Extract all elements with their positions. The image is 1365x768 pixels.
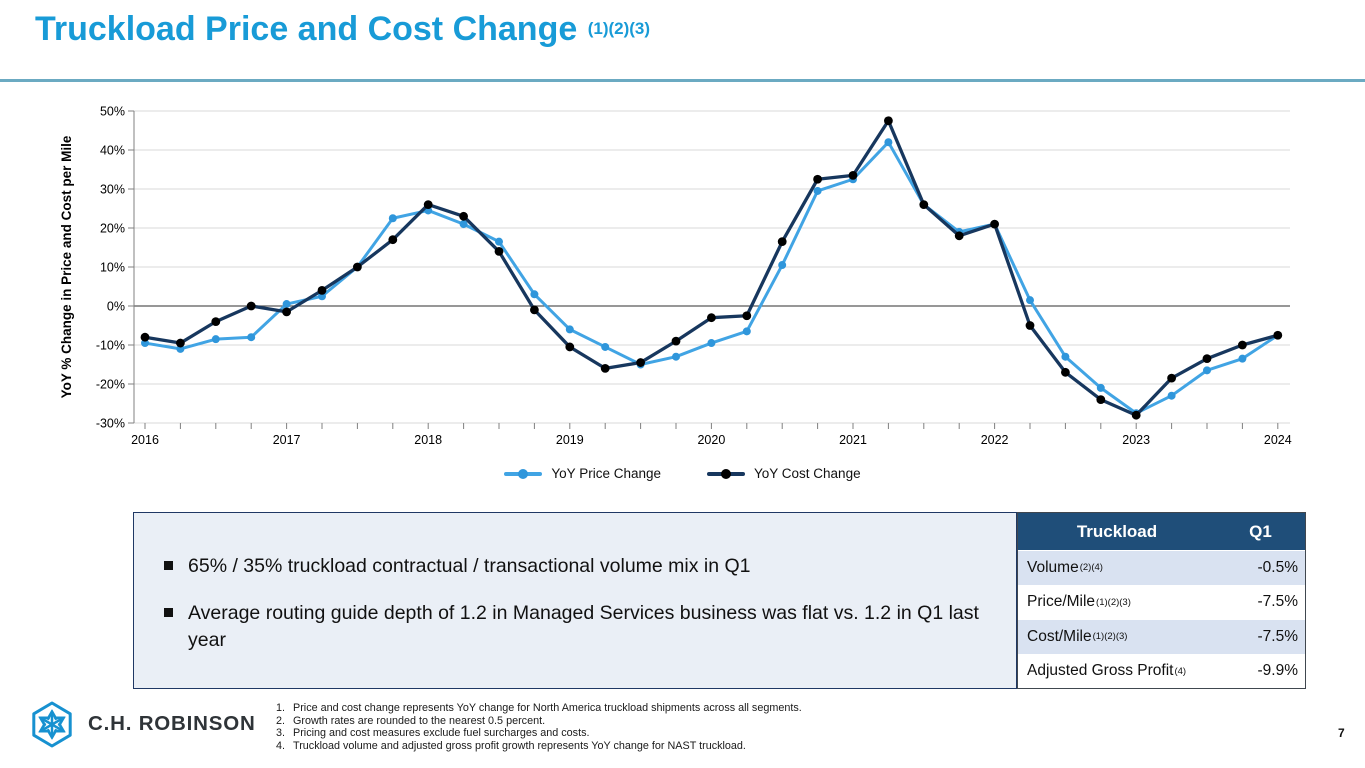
legend-marker-dot — [518, 468, 529, 479]
svg-text:2023: 2023 — [1122, 433, 1150, 447]
svg-text:2020: 2020 — [697, 433, 725, 447]
page-number: 7 — [1338, 726, 1345, 740]
svg-text:2017: 2017 — [273, 433, 301, 447]
svg-text:2022: 2022 — [981, 433, 1009, 447]
svg-text:-10%: -10% — [96, 339, 125, 353]
table-body: Volume (2)(4) -0.5% Price/Mile (1)(2)(3) -7.5… — [1018, 550, 1305, 688]
highlights-box: 65% / 35% truckload contractual / transa… — [133, 512, 1017, 689]
truckload-q1-table: Truckload Q1 Volume (2)(4) -0.5% Price/Mile… — [1017, 512, 1306, 689]
legend-label: YoY Cost Change — [754, 466, 861, 481]
svg-text:-20%: -20% — [96, 378, 125, 392]
table-row-label: Cost/Mile (1)(2)(3) — [1027, 627, 1128, 645]
legend-line-swatch — [504, 468, 543, 479]
footnote: 4. Truckload volume and adjusted gross pr… — [276, 740, 802, 753]
table-row: Price/Mile (1)(2)(3) -7.5% — [1018, 584, 1305, 619]
bullet-text: Average routing guide depth of 1.2 in Ma… — [188, 602, 979, 651]
footnote-text: Pricing and cost measures exclude fuel s… — [293, 727, 590, 740]
svg-text:2016: 2016 — [131, 433, 159, 447]
footnote-number: 1. — [276, 702, 286, 714]
legend-label: YoY Price Change — [551, 466, 661, 481]
svg-text:-30%: -30% — [96, 417, 125, 431]
svg-text:2024: 2024 — [1264, 433, 1292, 447]
table-row-label: Volume (2)(4) — [1027, 558, 1103, 576]
table-row: Cost/Mile (1)(2)(3) -7.5% — [1018, 619, 1305, 654]
footnote: 2. Growth rates are rounded to the neares… — [276, 715, 802, 728]
price-cost-line-chart: 50% 40% 30% 20% 10% 0% -10% -20% -30% 2016 2017 201… — [59, 105, 1292, 448]
footnote: 3. Pricing and cost measures exclude fuel… — [276, 727, 802, 740]
table-header-truckload: Truckload — [1076, 521, 1158, 541]
bullet-text: 65% / 35% truckload contractual / transa… — [188, 555, 751, 577]
svg-text:50%: 50% — [100, 105, 125, 119]
table-row-value: -0.5% — [1257, 558, 1299, 576]
footnote-text: Truckload volume and adjusted gross prof… — [293, 739, 746, 752]
svg-text:10%: 10% — [100, 261, 125, 275]
table-row-label: Adjusted Gross Profit (4) — [1027, 662, 1187, 680]
table-row-value: -7.5% — [1257, 627, 1299, 645]
title-underline — [0, 79, 1365, 82]
legend-item-cost: YoY Cost Change — [707, 466, 861, 481]
svg-text:2019: 2019 — [556, 433, 584, 447]
table-header-row: Truckload Q1 — [1018, 513, 1305, 550]
legend-marker-dot — [721, 468, 731, 479]
bullet-item: Average routing guide depth of 1.2 in Ma… — [164, 600, 984, 653]
footnote: 1. Price and cost change represents YoY c… — [276, 702, 802, 715]
svg-text:YoY % Change in Price and Cost: YoY % Change in Price and Cost per Mile — [59, 135, 74, 398]
footnotes: 1. Price and cost change represents YoY c… — [276, 702, 802, 752]
table-row-value: -9.9% — [1257, 662, 1299, 680]
svg-text:2021: 2021 — [839, 433, 867, 447]
company-logo-text: C.H. ROBINSON — [88, 712, 256, 735]
svg-text:20%: 20% — [100, 222, 125, 236]
table-row: Adjusted Gross Profit (4) -9.9% — [1018, 653, 1305, 688]
svg-text:40%: 40% — [100, 144, 125, 158]
bullet-square-icon — [164, 608, 173, 618]
company-logo: C.H. ROBINSON — [28, 699, 256, 749]
page-title-superscript: (1)(2)(3) — [587, 18, 651, 38]
bullet-item: 65% / 35% truckload contractual / transa… — [164, 553, 984, 579]
chrobinson-hexagon-icon — [32, 701, 72, 748]
legend-item-price: YoY Price Change — [504, 466, 661, 481]
svg-text:2018: 2018 — [414, 433, 442, 447]
footnote-text: Price and cost change represents YoY cha… — [293, 702, 802, 714]
page-title: Truckload Price and Cost Change (1)(2)(3… — [35, 10, 650, 49]
footnote-number: 4. — [276, 739, 286, 752]
table-row-value: -7.5% — [1257, 593, 1299, 611]
page-title-text: Truckload Price and Cost Change — [35, 10, 578, 48]
footnote-number: 3. — [276, 727, 286, 740]
table-header-q1: Q1 — [1249, 521, 1272, 541]
chart-legend: YoY Price Change YoY Cost Change — [0, 466, 1365, 481]
footnote-text: Growth rates are rounded to the nearest … — [293, 714, 546, 727]
svg-text:30%: 30% — [100, 183, 125, 197]
table-row-label: Price/Mile (1)(2)(3) — [1027, 593, 1131, 611]
legend-line-swatch — [707, 468, 745, 479]
table-row: Volume (2)(4) -0.5% — [1018, 550, 1305, 585]
bullet-square-icon — [164, 561, 173, 570]
svg-text:0%: 0% — [107, 300, 125, 314]
footnote-number: 2. — [276, 714, 286, 727]
